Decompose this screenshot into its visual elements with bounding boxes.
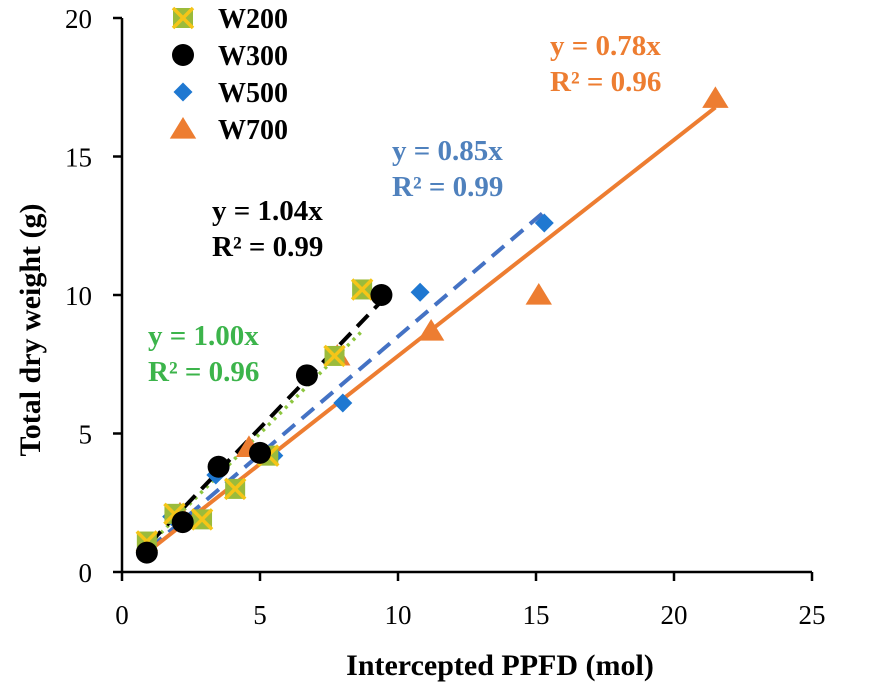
legend-marker-w300 [172, 44, 194, 66]
equation-w300: y = 1.04x [212, 195, 323, 227]
point-w500 [333, 393, 353, 413]
x-axis-title: Intercepted PPFD (mol) [346, 649, 654, 682]
trendline-w500 [148, 207, 549, 550]
x-tick-label: 15 [523, 600, 550, 630]
y-tick-label: 5 [79, 420, 93, 450]
square-x-stroke [163, 502, 186, 526]
point-w300 [370, 284, 393, 306]
square-x-stroke [350, 278, 374, 301]
legend-label-w500: W500 [218, 78, 288, 109]
point-w300 [135, 541, 158, 564]
equation-w500: y = 0.85x [392, 135, 503, 167]
x-tick-label: 0 [115, 600, 129, 630]
trendline-w300 [148, 294, 389, 545]
square-x-stroke [171, 6, 195, 30]
equation-w700: y = 0.78x [550, 30, 661, 62]
legend: W200 W300 W500 W700 [169, 4, 288, 146]
r-squared-w500: R² = 0.99 [392, 171, 503, 203]
point-w300 [207, 455, 230, 478]
point-w200 [190, 508, 214, 531]
y-tick-label: 15 [65, 143, 92, 173]
r-squared-w700: R² = 0.96 [550, 66, 661, 98]
point-w700 [417, 319, 445, 341]
square-x-stroke [190, 508, 214, 531]
x-tick-label: 5 [253, 600, 267, 630]
square-x-stroke [223, 477, 247, 501]
point-w200 [323, 344, 346, 368]
trendline-w200 [148, 329, 364, 546]
point-w300 [295, 364, 318, 387]
point-w200 [223, 477, 247, 501]
point-w700 [702, 86, 729, 108]
legend-label-w300: W300 [218, 41, 288, 72]
point-w500 [410, 282, 430, 302]
point-w700 [525, 283, 552, 305]
y-tick-label: 0 [79, 558, 93, 588]
legend-marker-w700 [169, 117, 197, 139]
x-tick-label: 20 [661, 600, 688, 630]
point-w200 [350, 278, 374, 301]
data-points [135, 86, 729, 564]
trend-lines [148, 105, 717, 552]
square-x-stroke [323, 344, 346, 368]
legend-label-w700: W700 [218, 115, 288, 146]
y-axis-title: Total dry weight (g) [14, 203, 47, 456]
point-w300 [171, 511, 194, 534]
legend-marker-w200 [171, 6, 195, 30]
legend-label-w200: W200 [218, 4, 288, 35]
point-w300 [249, 441, 271, 464]
point-w500 [534, 213, 554, 233]
r-squared-w300: R² = 0.99 [212, 231, 323, 263]
x-tick-label: 10 [385, 600, 412, 630]
x-tick-label: 25 [799, 600, 826, 630]
r-squared-w200: R² = 0.96 [148, 356, 259, 388]
legend-marker-w500 [173, 82, 193, 102]
y-tick-label: 20 [65, 4, 92, 34]
equation-labels: y = 1.00x R² = 0.96 y = 1.04x R² = 0.99 y = … [148, 30, 661, 388]
equation-w200: y = 1.00x [148, 320, 259, 352]
axes: 0 5 10 15 20 25 0 5 10 15 20 [65, 4, 826, 630]
y-tick-label: 10 [65, 281, 92, 311]
